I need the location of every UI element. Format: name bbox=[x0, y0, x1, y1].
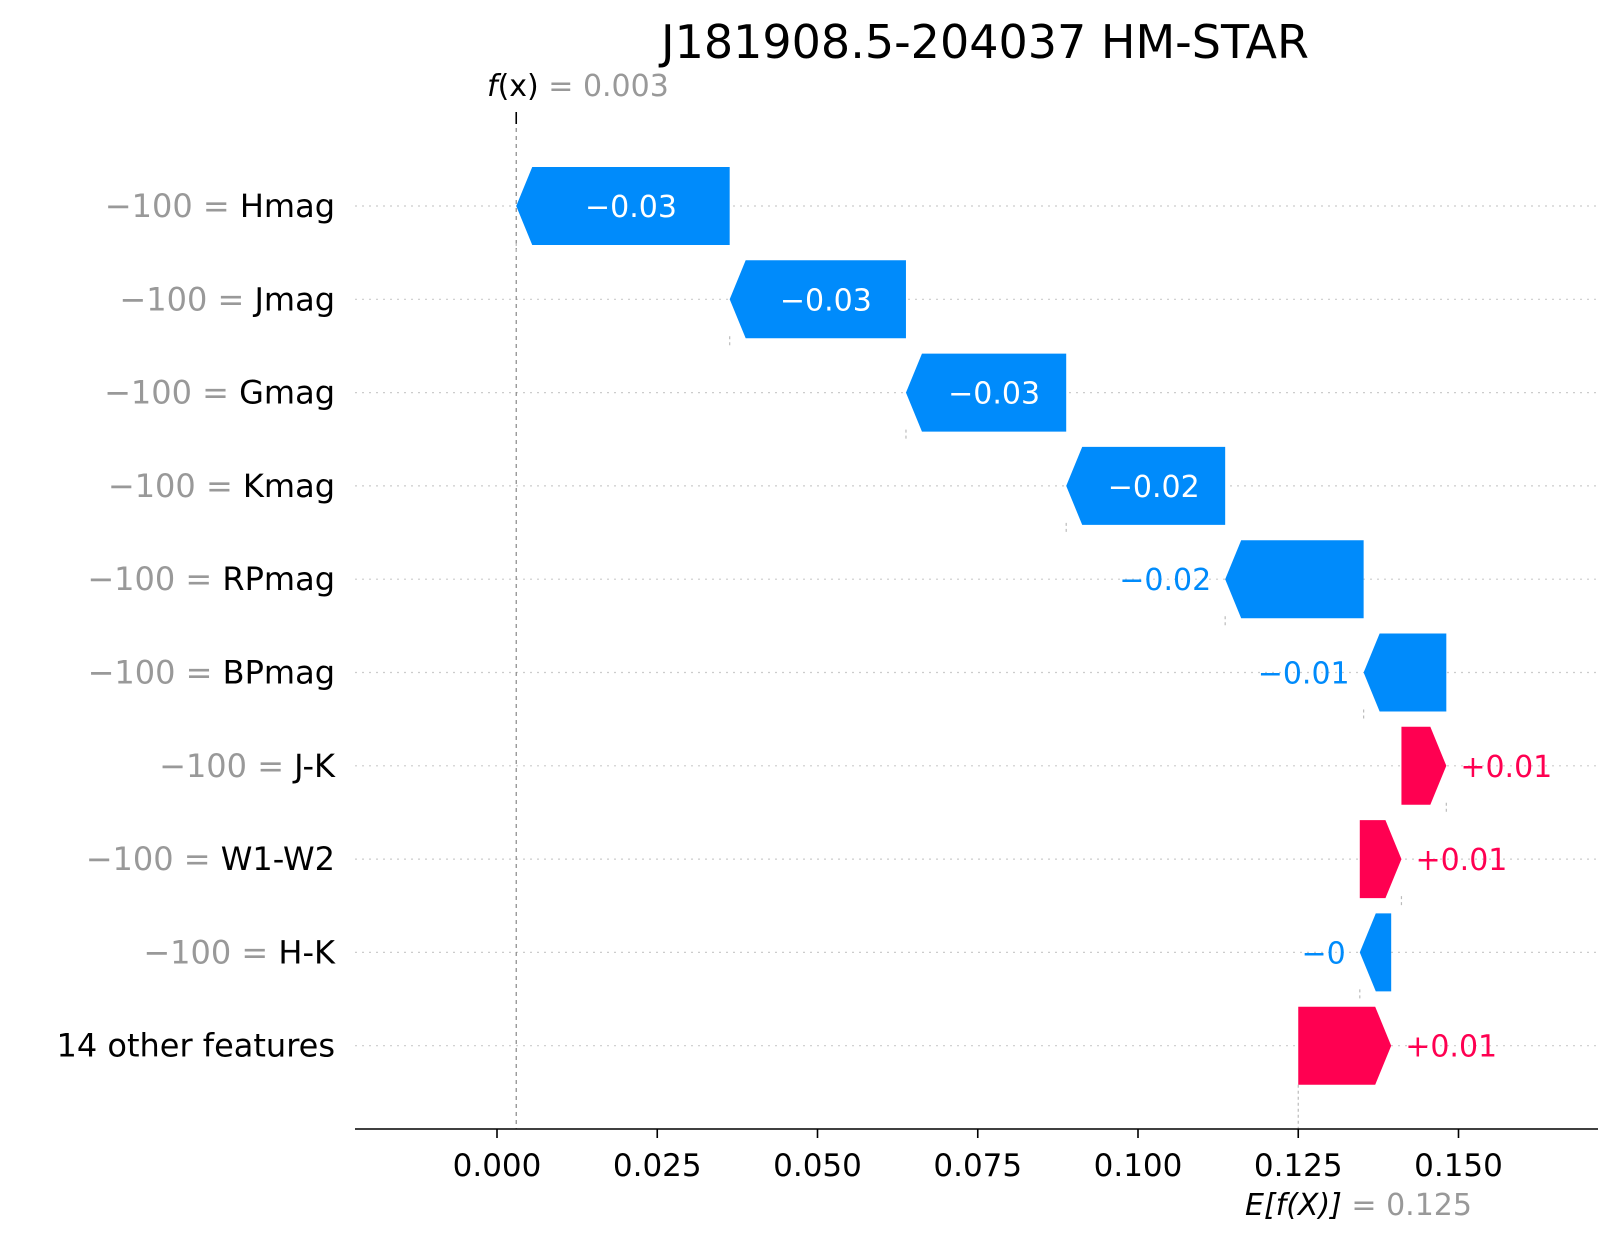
fx-argument: (x) bbox=[498, 69, 549, 104]
bar-negative bbox=[1363, 633, 1447, 712]
expected-value-label: E[f(X)] = 0.125 bbox=[1245, 1188, 1472, 1223]
x-tick-label: 0.100 bbox=[1094, 1148, 1183, 1184]
feature-value: −100 = bbox=[119, 280, 254, 318]
expected-value-annotation: E[f(X)] = 0.125 bbox=[1245, 1188, 1472, 1223]
feature-label: −100 = Hmag bbox=[105, 187, 335, 225]
feature-label: −100 = W1-W2 bbox=[86, 840, 335, 878]
feature-name: Kmag bbox=[243, 467, 335, 505]
feature-name: Gmag bbox=[239, 374, 335, 412]
bar-value-label: −0 bbox=[1302, 936, 1346, 971]
grid-lines bbox=[355, 205, 1598, 1047]
bar-negative bbox=[905, 353, 1067, 432]
feature-label: −100 = BPmag bbox=[88, 654, 335, 692]
bar-positive bbox=[1298, 1006, 1392, 1085]
feature-name: H-K bbox=[278, 933, 336, 971]
feature-value: −100 = bbox=[88, 654, 223, 692]
fx-label: f(x) = 0.003 bbox=[487, 69, 669, 104]
feature-name: W1-W2 bbox=[221, 840, 335, 878]
feature-label: −100 = H-K bbox=[143, 933, 336, 971]
feature-label: −100 = Jmag bbox=[119, 280, 335, 318]
chart-title: J181908.5-204037 HM-STAR bbox=[658, 15, 1309, 69]
feature-label: −100 = RPmag bbox=[87, 560, 335, 598]
feature-name: J-K bbox=[292, 747, 336, 785]
feature-name: 14 other features bbox=[56, 1027, 335, 1065]
feature-value: −100 = bbox=[108, 467, 243, 505]
feature-name: Hmag bbox=[240, 187, 335, 225]
x-tick-label: 0.075 bbox=[933, 1148, 1022, 1184]
bar-value-label: −0.03 bbox=[585, 190, 677, 225]
feature-value: −100 = bbox=[143, 933, 278, 971]
bar-value-label: −0.01 bbox=[1258, 657, 1350, 692]
feature-name: BPmag bbox=[223, 654, 335, 692]
feature-value: −100 = bbox=[159, 747, 294, 785]
feature-value: −100 = bbox=[105, 187, 240, 225]
bars: −0.03 −0.03 −0.03 −0.02 −0.02 −0.01 +0.01 +0.01… bbox=[516, 167, 1552, 1085]
bar-negative bbox=[729, 260, 906, 339]
expected-value: = 0.125 bbox=[1351, 1188, 1472, 1223]
x-tick-label: 0.125 bbox=[1254, 1148, 1343, 1184]
x-tick-label: 0.150 bbox=[1414, 1148, 1503, 1184]
bar-value-label: +0.01 bbox=[1460, 750, 1552, 785]
feature-labels: −100 = Hmag−100 = Jmag−100 = Gmag−100 = … bbox=[56, 187, 336, 1065]
bar-value-label: +0.01 bbox=[1405, 1030, 1497, 1065]
connector-lines bbox=[515, 112, 1447, 1129]
bar-value-label: −0.03 bbox=[780, 283, 872, 318]
feature-label: −100 = Kmag bbox=[108, 467, 335, 505]
bar-negative bbox=[1225, 540, 1364, 619]
x-tick-label: 0.000 bbox=[453, 1148, 542, 1184]
fx-annotation: f(x) = 0.003 bbox=[487, 69, 669, 104]
feature-value: −100 = bbox=[104, 374, 239, 412]
feature-name: RPmag bbox=[222, 560, 335, 598]
fx-value: = 0.003 bbox=[548, 69, 669, 104]
bar-negative bbox=[1066, 446, 1226, 525]
feature-value: −100 = bbox=[87, 560, 222, 598]
feature-name: Jmag bbox=[252, 280, 335, 318]
bar-value-label: −0.02 bbox=[1119, 563, 1211, 598]
x-axis: 0.000 0.025 0.050 0.075 0.100 0.125 0.150 bbox=[355, 112, 1598, 1184]
feature-label: −100 = Gmag bbox=[104, 374, 335, 412]
feature-label: 14 other features bbox=[56, 1027, 335, 1065]
bar-positive bbox=[1359, 820, 1402, 899]
x-tick-label: 0.050 bbox=[773, 1148, 862, 1184]
bar-negative bbox=[516, 167, 730, 245]
bar-value-label: −0.03 bbox=[948, 377, 1040, 412]
feature-value: −100 = bbox=[86, 840, 221, 878]
bar-value-label: +0.01 bbox=[1415, 843, 1507, 878]
expected-value-symbol: E[f(X)] bbox=[1245, 1188, 1351, 1223]
x-tick-label: 0.025 bbox=[613, 1148, 702, 1184]
bar-value-label: −0.02 bbox=[1108, 470, 1200, 505]
feature-label: −100 = J-K bbox=[159, 747, 336, 785]
bar-positive bbox=[1401, 726, 1447, 805]
bar-negative bbox=[1359, 913, 1392, 992]
